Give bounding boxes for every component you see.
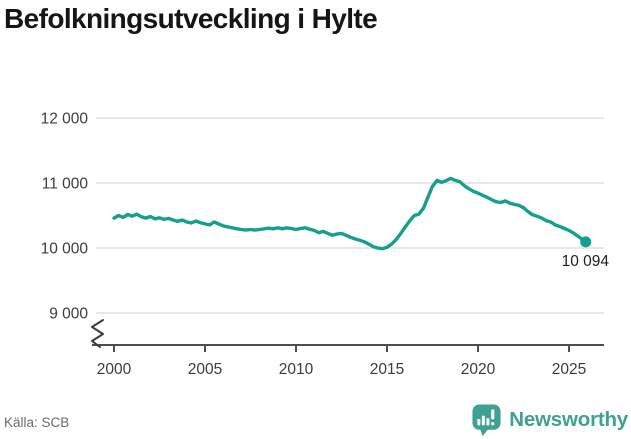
- newsworthy-logo-text: Newsworthy: [509, 408, 628, 431]
- x-axis-tick-label: 2000: [97, 361, 132, 378]
- population-line: [112, 176, 588, 251]
- end-value-label: 10 094: [562, 253, 610, 270]
- axis-break-squiggle: [91, 319, 104, 348]
- x-axis-tick-label: 2025: [552, 361, 586, 378]
- x-axis-tick-label: 2005: [188, 361, 222, 378]
- end-point-dot: [580, 236, 592, 248]
- y-axis-tick-label: 10 000: [41, 241, 89, 258]
- source-label: Källa: SCB: [4, 415, 70, 430]
- y-axis-tick-label: 11 000: [42, 176, 89, 193]
- x-axis-tick-label: 2010: [279, 361, 314, 378]
- x-axis-tick-label: 2020: [461, 361, 496, 378]
- y-axis-tick-label: 12 000: [41, 111, 89, 128]
- newsworthy-logo[interactable]: Newsworthy: [471, 403, 628, 437]
- y-axis-tick-label: 9 000: [49, 306, 88, 323]
- x-axis-tick-label: 2015: [370, 361, 404, 378]
- page-title: Befolkningsutveckling i Hylte: [4, 3, 378, 34]
- newsworthy-logo-icon: [472, 404, 501, 436]
